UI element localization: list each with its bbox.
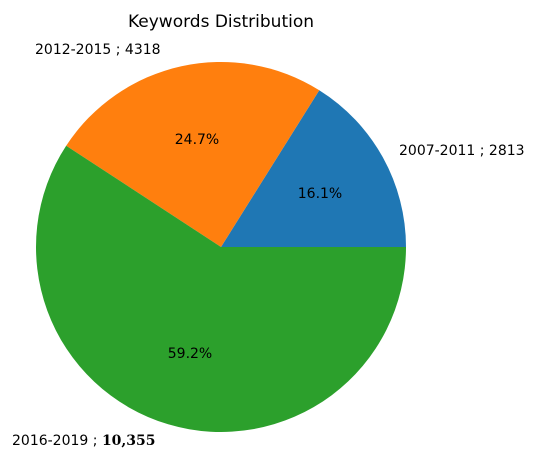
slice-label-2016-2019-value: 10,355: [102, 433, 156, 449]
slice-2012-2015: [66, 62, 320, 247]
slice-percent-2016-2019: 59.2%: [168, 346, 212, 362]
slice-label-2016-2019-prefix: 2016-2019 ;: [12, 433, 102, 449]
slice-label-2016-2019: 2016-2019 ; 10,355: [12, 433, 156, 449]
slice-percent-2007-2011: 16.1%: [298, 186, 342, 202]
chart-title: Keywords Distribution: [128, 12, 314, 32]
slice-label-2012-2015: 2012-2015 ; 4318: [35, 42, 161, 58]
slice-percent-2012-2015: 24.7%: [175, 132, 219, 148]
slice-2007-2011: [221, 90, 406, 247]
slice-label-2007-2011: 2007-2011 ; 2813: [399, 143, 525, 159]
slice-2016-2019: [36, 145, 407, 433]
